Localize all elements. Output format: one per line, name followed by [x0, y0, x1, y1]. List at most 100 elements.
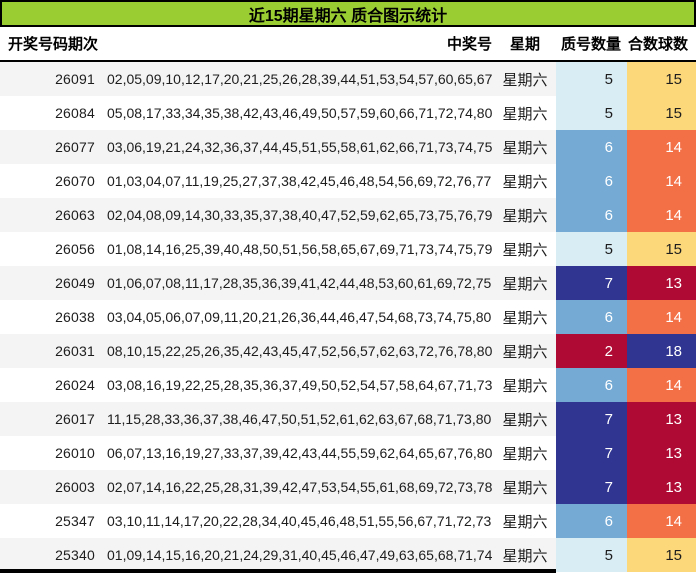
- table-bottom-border: [0, 569, 556, 573]
- composite-count-cell: 18: [627, 334, 696, 368]
- composite-count-cell: 13: [627, 266, 696, 300]
- composite-count-cell: 13: [627, 436, 696, 470]
- table-row: 26056 01,08,14,16,25,39,40,48,50,51,56,58…: [0, 232, 696, 266]
- prime-count-cell: 7: [556, 402, 627, 436]
- prime-count-cell: 7: [556, 436, 627, 470]
- weekday-cell: 星期六: [502, 105, 548, 123]
- winning-numbers-cell: 03,08,16,19,22,25,28,35,36,37,49,50,52,5…: [107, 377, 493, 393]
- period-cell: 26091: [55, 71, 95, 87]
- weekday-cell: 星期六: [502, 377, 548, 395]
- winning-numbers-cell: 08,10,15,22,25,26,35,42,43,45,47,52,56,5…: [107, 343, 493, 359]
- period-cell: 26070: [55, 173, 95, 189]
- prime-count-cell: 6: [556, 130, 627, 164]
- period-cell: 26017: [55, 411, 95, 427]
- page-title: 近15期星期六 质合图示统计: [248, 7, 448, 25]
- weekday-cell: 星期六: [502, 309, 548, 327]
- composite-count-cell: 13: [627, 470, 696, 504]
- winning-numbers-cell: 11,15,28,33,36,37,38,46,47,50,51,52,61,6…: [107, 411, 492, 427]
- weekday-cell: 星期六: [502, 513, 548, 531]
- winning-numbers-cell: 01,09,14,15,16,20,21,24,29,31,40,45,46,4…: [107, 547, 493, 563]
- weekday-cell: 星期六: [502, 479, 548, 497]
- weekday-cell: 星期六: [502, 343, 548, 361]
- winning-numbers-cell: 02,05,09,10,12,17,20,21,25,26,28,39,44,5…: [107, 71, 493, 87]
- table-row: 26024 03,08,16,19,22,25,28,35,36,37,49,50…: [0, 368, 696, 402]
- winning-numbers-cell: 03,06,19,21,24,32,36,37,44,45,51,55,58,6…: [107, 139, 493, 155]
- prime-count-cell: 6: [556, 504, 627, 538]
- period-cell: 26024: [55, 377, 95, 393]
- composite-count-cell: 15: [627, 62, 696, 96]
- winning-numbers-cell: 05,08,17,33,34,35,38,42,43,46,49,50,57,5…: [107, 105, 493, 121]
- period-cell: 25347: [55, 513, 95, 529]
- prime-count-cell: 7: [556, 266, 627, 300]
- weekday-cell: 星期六: [502, 445, 548, 463]
- weekday-cell: 星期六: [502, 139, 548, 157]
- prime-count-cell: 5: [556, 62, 627, 96]
- prime-count-cell: 6: [556, 300, 627, 334]
- table-row: 26049 01,06,07,08,11,17,28,35,36,39,41,42…: [0, 266, 696, 300]
- period-cell: 25340: [55, 547, 95, 563]
- table-title-bar: 近15期星期六 质合图示统计: [0, 0, 696, 27]
- prime-count-cell: 2: [556, 334, 627, 368]
- winning-numbers-cell: 03,04,05,06,07,09,11,20,21,26,36,44,46,4…: [107, 309, 492, 325]
- composite-count-cell: 15: [627, 96, 696, 130]
- table-row: 26063 02,04,08,09,14,30,33,35,37,38,40,47…: [0, 198, 696, 232]
- weekday-cell: 星期六: [502, 207, 548, 225]
- prime-count-cell: 6: [556, 368, 627, 402]
- period-cell: 26031: [55, 343, 95, 359]
- composite-count-cell: 14: [627, 368, 696, 402]
- composite-count-cell: 15: [627, 538, 696, 572]
- composite-count-cell: 14: [627, 130, 696, 164]
- weekday-cell: 星期六: [502, 275, 548, 293]
- prime-count-cell: 7: [556, 470, 627, 504]
- column-header-weekday: 星期: [509, 36, 540, 53]
- prime-count-cell: 5: [556, 232, 627, 266]
- table-row: 26091 02,05,09,10,12,17,20,21,25,26,28,39…: [0, 62, 696, 96]
- table-row: 25340 01,09,14,15,16,20,21,24,29,31,40,45…: [0, 538, 696, 572]
- winning-numbers-cell: 02,07,14,16,22,25,28,31,39,42,47,53,54,5…: [107, 479, 493, 495]
- table-row: 25347 03,10,11,14,17,20,22,28,34,40,45,46…: [0, 504, 696, 538]
- period-cell: 26003: [55, 479, 95, 495]
- table-row: 26010 06,07,13,16,19,27,33,37,39,42,43,44…: [0, 436, 696, 470]
- weekday-cell: 星期六: [502, 71, 548, 89]
- period-cell: 26084: [55, 105, 95, 121]
- composite-count-cell: 15: [627, 232, 696, 266]
- column-header-prime-count: 质号数量: [560, 36, 621, 53]
- table-row: 26038 03,04,05,06,07,09,11,20,21,26,36,44…: [0, 300, 696, 334]
- table-row: 26003 02,07,14,16,22,25,28,31,39,42,47,53…: [0, 470, 696, 504]
- weekday-cell: 星期六: [502, 547, 548, 565]
- table-row: 26077 03,06,19,21,24,32,36,37,44,45,51,55…: [0, 130, 696, 164]
- header-separator-line: [0, 60, 696, 62]
- prime-count-cell: 6: [556, 164, 627, 198]
- period-cell: 26077: [55, 139, 95, 155]
- table-row: 26031 08,10,15,22,25,26,35,42,43,45,47,52…: [0, 334, 696, 368]
- winning-numbers-cell: 01,06,07,08,11,17,28,35,36,39,41,42,44,4…: [107, 275, 492, 291]
- composite-count-cell: 13: [627, 402, 696, 436]
- weekday-cell: 星期六: [502, 173, 548, 191]
- weekday-cell: 星期六: [502, 241, 548, 259]
- column-header-winning-numbers: 中奖号: [446, 36, 492, 53]
- table-row: 26084 05,08,17,33,34,35,38,42,43,46,49,50…: [0, 96, 696, 130]
- prime-count-cell: 5: [556, 96, 627, 130]
- period-cell: 26056: [55, 241, 95, 257]
- table-header-row: 开奖号码期次 中奖号 星期 质号数量 合数球数: [0, 27, 696, 60]
- table-row: 26017 11,15,28,33,36,37,38,46,47,50,51,52…: [0, 402, 696, 436]
- winning-numbers-cell: 01,03,04,07,11,19,25,27,37,38,42,45,46,4…: [107, 173, 492, 189]
- winning-numbers-cell: 03,10,11,14,17,20,22,28,34,40,45,46,48,5…: [107, 513, 492, 529]
- winning-numbers-cell: 02,04,08,09,14,30,33,35,37,38,40,47,52,5…: [107, 207, 493, 223]
- period-cell: 26038: [55, 309, 95, 325]
- composite-count-cell: 14: [627, 164, 696, 198]
- period-cell: 26010: [55, 445, 95, 461]
- composite-count-cell: 14: [627, 504, 696, 538]
- winning-numbers-cell: 01,08,14,16,25,39,40,48,50,51,56,58,65,6…: [107, 241, 493, 257]
- period-cell: 26063: [55, 207, 95, 223]
- winning-numbers-cell: 06,07,13,16,19,27,33,37,39,42,43,44,55,5…: [107, 445, 493, 461]
- column-header-composite-count: 合数球数: [627, 36, 688, 53]
- table-body: 26091 02,05,09,10,12,17,20,21,25,26,28,39…: [0, 62, 696, 572]
- prime-count-cell: 5: [556, 538, 627, 572]
- prime-count-cell: 6: [556, 198, 627, 232]
- composite-count-cell: 14: [627, 198, 696, 232]
- column-header-period: 开奖号码期次: [8, 36, 99, 53]
- weekday-cell: 星期六: [502, 411, 548, 429]
- composite-count-cell: 14: [627, 300, 696, 334]
